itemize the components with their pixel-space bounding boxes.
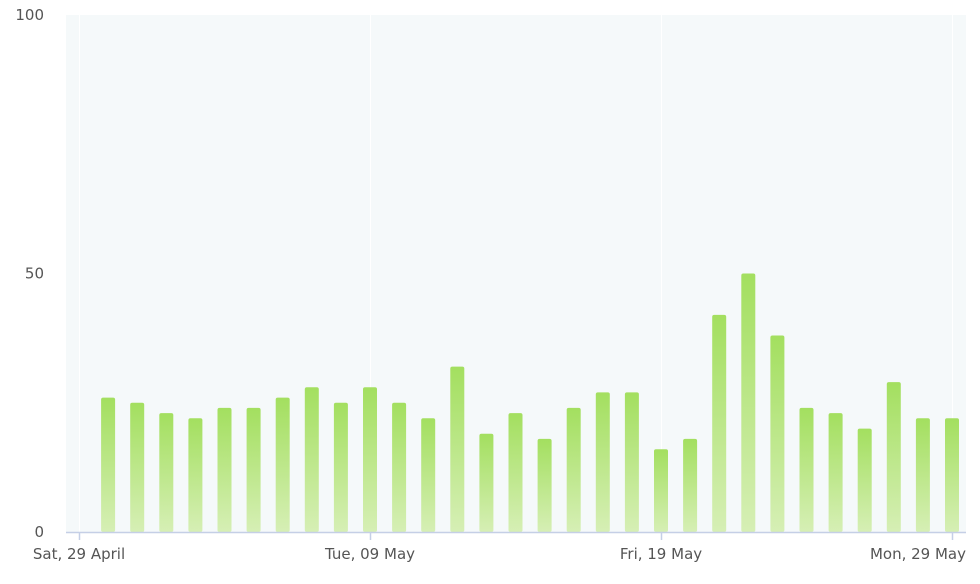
bar: [479, 433, 494, 532]
bar: [246, 407, 261, 532]
bar: [537, 438, 552, 532]
bar: [741, 273, 756, 532]
x-tick-label: Sat, 29 April: [33, 545, 125, 563]
bar: [275, 397, 290, 532]
bar: [595, 392, 610, 532]
x-axis-labels: Sat, 29 April Tue, 09 May Fri, 19 May Mon, …: [33, 545, 966, 563]
bars: [101, 273, 959, 533]
bar: [566, 407, 581, 532]
bar: [130, 402, 145, 533]
bar: [915, 418, 930, 532]
bar: [363, 387, 377, 532]
y-tick-label: 50: [25, 265, 44, 283]
bar: [799, 407, 814, 532]
bar: [450, 366, 465, 532]
grid-lines: [79, 15, 953, 532]
bar: [712, 314, 727, 532]
y-axis-labels: 0 50 100: [15, 6, 44, 541]
bar: [508, 413, 523, 532]
y-tick-label: 0: [34, 523, 44, 541]
x-tick-label: Fri, 19 May: [620, 545, 702, 563]
bar: [857, 428, 872, 532]
bar: [683, 438, 698, 532]
bar: [624, 392, 639, 532]
bar: [828, 413, 843, 532]
bar: [101, 397, 116, 532]
y-tick-label: 100: [15, 6, 44, 24]
x-tick-label: Mon, 29 May: [870, 545, 966, 563]
bar: [886, 382, 901, 532]
bar: [654, 449, 668, 532]
bar: [392, 402, 407, 533]
bar: [770, 335, 785, 532]
x-tick-label: Tue, 09 May: [324, 545, 415, 563]
bar: [217, 407, 232, 532]
bar: [304, 387, 319, 532]
bar: [421, 418, 436, 532]
bar: [945, 418, 959, 532]
bar: [333, 402, 348, 533]
x-axis: [66, 531, 966, 540]
bar: [159, 413, 174, 532]
bar: [188, 418, 203, 532]
